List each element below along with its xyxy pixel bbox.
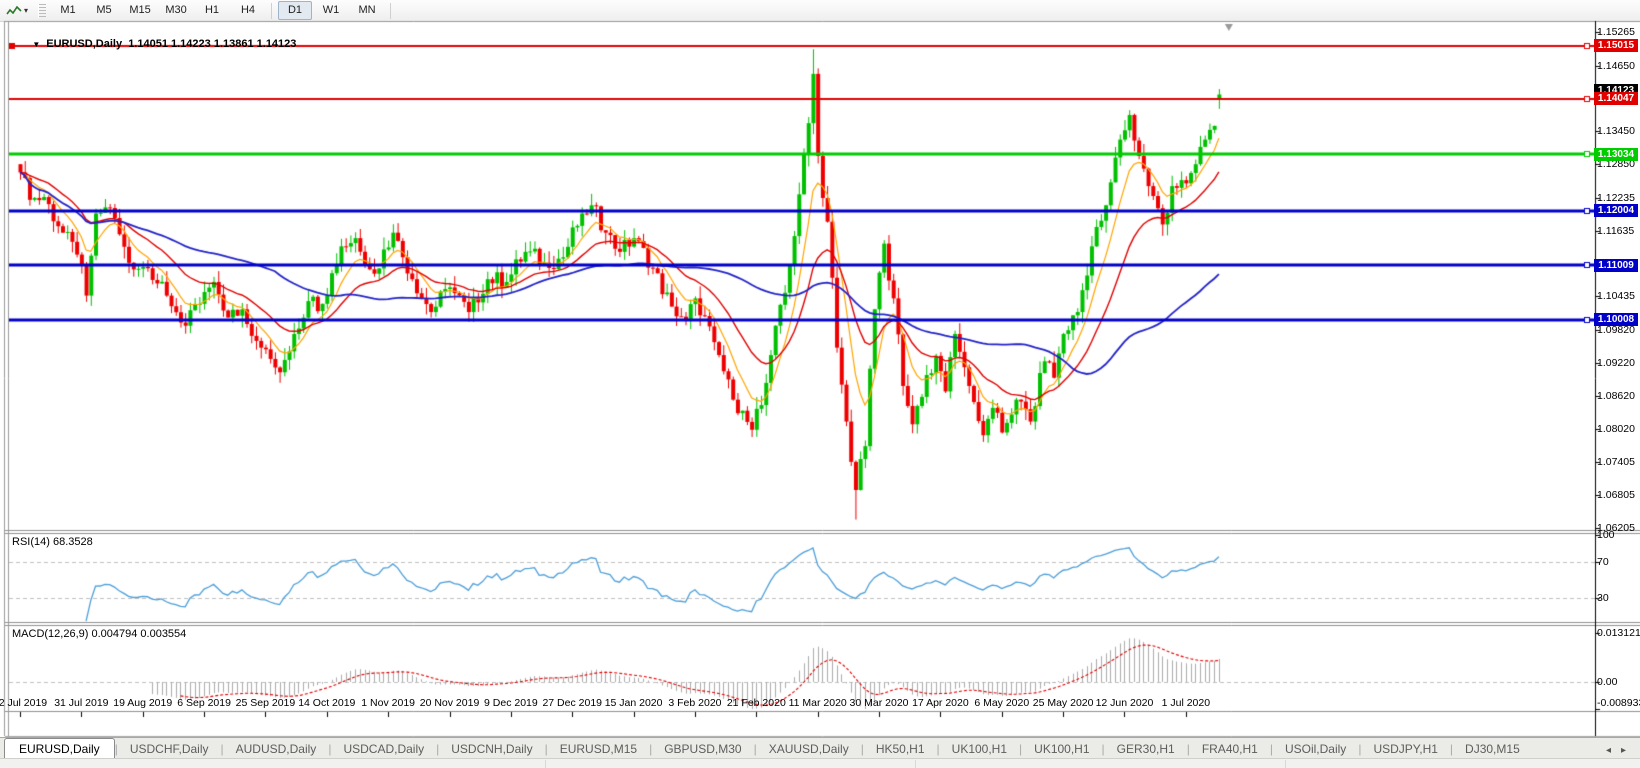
tab-audusd-daily[interactable]: AUDUSD,Daily [235, 742, 317, 756]
tab-scroll-nav: ◂ ▸ [1606, 745, 1640, 759]
tab-hk50-h1[interactable]: HK50,H1 [875, 742, 925, 756]
tab-scroll-left-icon[interactable]: ◂ [1605, 745, 1611, 756]
tab-uk100-h1[interactable]: UK100,H1 [951, 742, 1008, 756]
tab-xauusd-daily[interactable]: XAUUSD,Daily [768, 742, 849, 756]
status-strip [0, 758, 1640, 768]
tab-separator: | [649, 742, 653, 756]
chart-tabs: EURUSD,Daily | USDCHF,Daily | AUDUSD,Daily | U… [0, 738, 1532, 759]
tab-eurusd-m15[interactable]: EURUSD,M15 [559, 742, 638, 756]
tab-separator: | [936, 742, 940, 756]
tab-usoil-daily[interactable]: USOil,Daily [1284, 742, 1347, 756]
tab-eurusd-daily[interactable]: EURUSD,Daily [4, 738, 115, 759]
tab-separator: | [1019, 742, 1023, 756]
tab-separator: | [1449, 742, 1454, 756]
tab-separator: | [328, 742, 332, 756]
tab-scroll-right-icon[interactable]: ▸ [1620, 745, 1626, 756]
tab-usdcad-daily[interactable]: USDCAD,Daily [343, 742, 425, 756]
tab-separator: | [860, 742, 864, 756]
tab-separator: | [1269, 742, 1273, 756]
tab-gbpusd-m30[interactable]: GBPUSD,M30 [664, 742, 742, 756]
tab-ger30-h1[interactable]: GER30,H1 [1116, 742, 1175, 756]
tab-fra40-h1[interactable]: FRA40,H1 [1201, 742, 1258, 756]
tab-separator: | [1186, 742, 1190, 756]
tab-usdjpy-h1[interactable]: USDJPY,H1 [1373, 742, 1438, 756]
status-divider [915, 760, 916, 768]
tab-separator: | [220, 742, 224, 756]
tab-usdchf-daily[interactable]: USDCHF,Daily [129, 742, 209, 756]
tab-separator: | [753, 742, 757, 756]
chart-tab-bar: EURUSD,Daily | USDCHF,Daily | AUDUSD,Daily | U… [0, 737, 1640, 759]
status-divider [1285, 760, 1286, 768]
tab-separator: | [1101, 742, 1105, 756]
tab-uk100-h1[interactable]: UK100,H1 [1034, 742, 1090, 756]
tab-separator: | [436, 742, 440, 756]
tab-dj30-m15[interactable]: DJ30,M15 [1465, 742, 1520, 756]
tab-separator: | [114, 742, 118, 756]
tab-separator: | [1358, 742, 1362, 756]
status-divider [545, 760, 546, 768]
tab-separator: | [544, 742, 548, 756]
tab-usdcnh-daily[interactable]: USDCNH,Daily [451, 742, 533, 756]
